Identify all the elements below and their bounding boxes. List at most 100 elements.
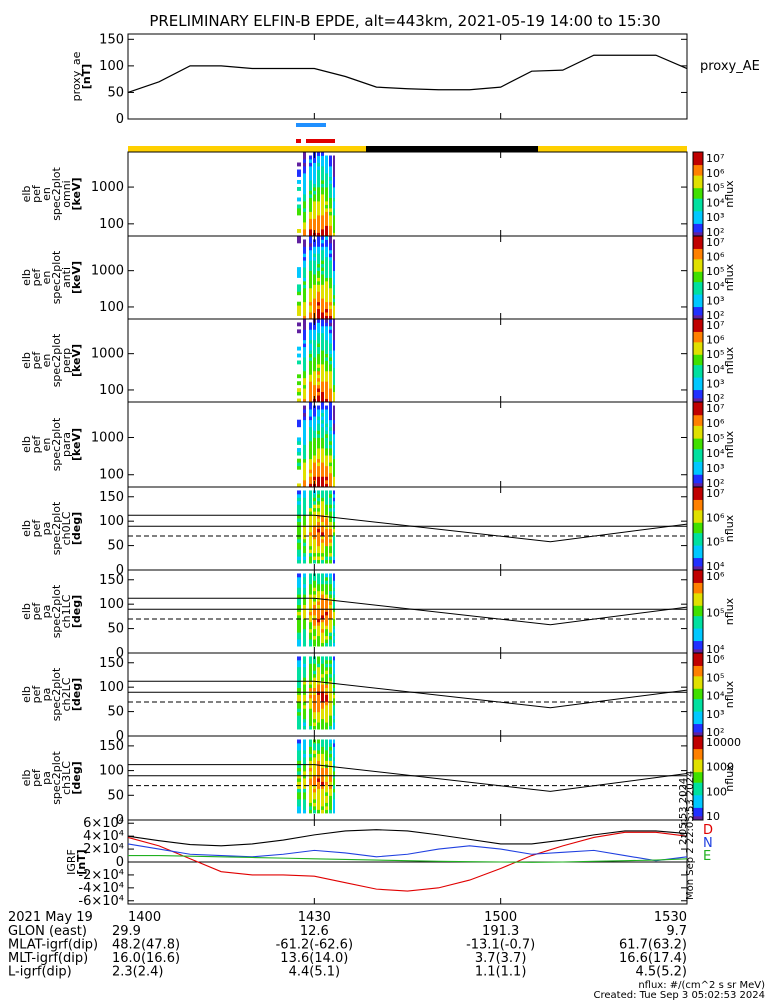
colorbar-2-cell (693, 379, 703, 382)
pitch-panel-2-cell (317, 656, 320, 661)
colorbar-0-cell (693, 229, 703, 233)
proxy-ae-ytick-label: 100 (99, 59, 124, 74)
energy-panel-0-cell (333, 204, 335, 209)
energy-panel-2-cell (321, 332, 324, 337)
energy-panel-3-cell (317, 430, 320, 435)
energy-panel-3-cell (313, 455, 316, 460)
energy-panel-3-cell (309, 472, 312, 477)
pitch-panel-0-cell (321, 521, 324, 526)
energy-panel-3-cell (303, 472, 306, 477)
colorbar-7-cell (693, 752, 703, 756)
pitch-panel-2-cell (325, 708, 328, 713)
energy-panel-1-cell (329, 267, 332, 271)
energy-panel-0-cell (321, 222, 324, 226)
pitch-panel-1-cell (325, 611, 328, 616)
igrf-legend-D: D (703, 823, 713, 838)
colorbar-5-cell (693, 582, 703, 586)
pitch-panel-0-cell (313, 538, 316, 543)
pitch-panel-2-cell (333, 697, 335, 702)
pitch-panel-1-cell (325, 635, 328, 640)
colorbar-7-cell (693, 809, 703, 813)
colorbar-1-cell (693, 250, 703, 254)
colorbar-1-cell (693, 283, 703, 287)
energy-panel-3-cell (303, 416, 306, 421)
colorbar-2-cell (693, 366, 703, 370)
energy-panel-2-cell (309, 381, 312, 386)
energy-panel-2-cell (325, 357, 328, 361)
pitch-panel-3-cell (321, 739, 324, 744)
pitch-panel-1-cell (321, 639, 324, 644)
energy-panel-1-cell (333, 305, 335, 310)
pitch-panel-3-cell (325, 767, 328, 772)
pitch-panel-3-cell (325, 760, 328, 765)
pitch-panel-1-cell (313, 601, 316, 605)
pitch-panel-1-cell (317, 583, 320, 588)
energy-panel-2-cell (321, 357, 324, 361)
pitch-panel-3-cell (313, 802, 316, 807)
colorbar-3-cell (693, 440, 703, 443)
colorbar-7-cell (693, 769, 703, 773)
pitch-panel-2-cell (313, 687, 316, 692)
pitch-panel-2-cell (303, 659, 306, 664)
energy-panel-1-cell (325, 277, 328, 282)
pitch-panel-3-cell (313, 767, 316, 772)
colorbar-5-cell (693, 605, 703, 608)
pitch-panel-1-cell (325, 580, 328, 585)
pitch-panel-1-cell (317, 580, 320, 585)
pitch-panel-1-cell (317, 614, 320, 619)
colorbar-2-cell (693, 356, 703, 359)
pitch-panel-0-cell (309, 511, 312, 516)
energy-panel-2-cell (313, 343, 316, 348)
colorbar-1-label: nflux (723, 263, 736, 291)
pitch-panel-0-cell (329, 559, 332, 564)
colorbar-2-cell (693, 354, 703, 357)
energy-panel-0-cell (333, 197, 335, 202)
colorbar-7-cell (693, 784, 703, 787)
energy-panel-2-cell (333, 367, 335, 372)
pitch-panel-0-cell (325, 511, 328, 516)
colorbar-6-cell (693, 690, 703, 693)
energy-panel-2-cell (309, 388, 312, 393)
energy-panel-2-cell (321, 339, 324, 344)
pitch-panel-1-cell (303, 604, 306, 609)
pitch-panel-2-cell (309, 718, 312, 723)
energy-panel-3-cell (303, 423, 306, 428)
energy-panel-1-cell (329, 249, 332, 254)
pitch-panel-1-cell (297, 618, 301, 623)
pitch-panel-0-cell (297, 497, 301, 502)
pitch-panel-0-cell (297, 490, 301, 495)
colorbar-5-cell (693, 626, 703, 629)
energy-panel-0-cell (309, 194, 312, 198)
energy-panel-3-cell (309, 479, 312, 484)
pitch-panel-1-cell (317, 587, 320, 592)
energy-panel-0-cell (313, 208, 316, 212)
pitch-panel-0-cell (309, 559, 312, 564)
energy-panel-1-cell (303, 253, 306, 258)
pitch-panel-1-cell (333, 614, 335, 619)
energy-panel-0-cell (329, 204, 332, 209)
colorbar-6-cell (693, 717, 703, 720)
pitch-panel-0-cell (325, 545, 328, 550)
colorbar-1-cell (693, 242, 703, 245)
energy-panel-0-cell (321, 159, 324, 163)
pitch-panel-0-cell (325, 490, 328, 495)
energy-panel-3-cell (333, 437, 335, 442)
pitch-panel-2-cell (313, 694, 316, 699)
energy-panel-0-cell (321, 183, 324, 188)
pitch-panel-3-cell (329, 750, 332, 754)
energy-panel-3-cell (313, 416, 316, 421)
pitch-panel-2-cell (313, 708, 316, 713)
pitch-panel-3-cell (333, 778, 335, 782)
pitch-panel-3-cell (303, 785, 306, 789)
energy-panel-2-cell (325, 360, 328, 365)
pitch-panel-1-cell (329, 573, 332, 578)
pitch-panel-2-cell (333, 708, 335, 713)
pitch-panel-1-cell (333, 604, 335, 609)
pitch-panel-1-cell (333, 625, 335, 630)
pitch-panel-0-cell (297, 507, 301, 512)
energy-panel-1-cell (297, 236, 301, 240)
energy-panel-0-cell (317, 180, 320, 184)
colorbar-5-cell (693, 617, 703, 621)
energy-panel-2-cell (325, 350, 328, 354)
pitch-panel-1-cell (333, 587, 335, 592)
